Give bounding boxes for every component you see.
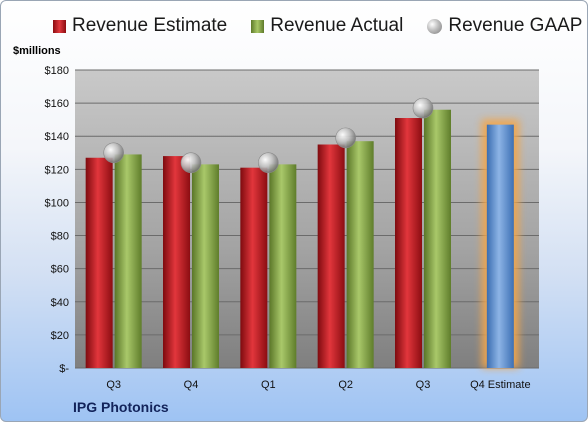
legend-item-actual: Revenue Actual (251, 15, 403, 37)
x-tick-label: Q3 (416, 379, 431, 391)
y-tick-label: $180 (45, 65, 69, 77)
bar-q4-estimate (486, 124, 514, 368)
y-axis-label: $millions (13, 45, 61, 57)
legend-item-gaap: Revenue GAAP (427, 15, 582, 37)
x-tick-label: Q2 (338, 379, 353, 391)
y-tick-label: $120 (45, 164, 69, 176)
bar-revenue-actual (269, 164, 297, 368)
legend-swatch-gaap (427, 18, 443, 34)
legend-label-estimate: Revenue Estimate (72, 15, 228, 36)
bar-revenue-estimate (85, 157, 113, 368)
legend-label-gaap: Revenue GAAP (448, 15, 583, 36)
bar-revenue-actual (346, 141, 374, 368)
y-tick-label: $140 (45, 131, 69, 143)
x-tick-label: Q4 (184, 379, 199, 391)
y-tick-label: $40 (51, 297, 69, 309)
bar-revenue-estimate (163, 156, 190, 368)
point-revenue-gaap (412, 97, 434, 119)
x-axis-ticks: Q3 Q4 Q1 Q2 Q3 Q4 Estimate (106, 379, 530, 391)
bar-revenue-actual (192, 164, 219, 368)
bar-revenue-estimate (317, 144, 345, 368)
x-tick-label: Q4 Estimate (470, 379, 531, 391)
y-tick-label: $60 (51, 264, 69, 276)
company-name: IPG Photonics (73, 399, 169, 415)
grid-lines (75, 69, 539, 369)
bars (85, 97, 519, 368)
bar-revenue-estimate (395, 118, 422, 368)
y-tick-label: $80 (51, 231, 69, 243)
legend-swatch-actual (251, 19, 265, 33)
plot-area (75, 70, 539, 368)
bar-revenue-actual (424, 109, 451, 368)
y-tick-label: $- (59, 363, 69, 375)
y-tick-label: $20 (51, 330, 69, 342)
x-tick-label: Q1 (261, 379, 276, 391)
bar-revenue-actual (114, 154, 142, 368)
point-revenue-gaap (103, 142, 124, 164)
y-tick-label: $160 (45, 98, 69, 110)
legend: Revenue Estimate Revenue Actual Revenue … (53, 15, 582, 37)
point-revenue-gaap (335, 127, 356, 149)
y-tick-label: $100 (45, 197, 69, 209)
x-tick-label: Q3 (106, 379, 121, 391)
y-axis-ticks: $- $20 $40 $60 $80 $100 $120 $140 $160 $180 (45, 65, 70, 375)
point-revenue-gaap (258, 152, 279, 174)
point-revenue-gaap (180, 152, 202, 174)
legend-swatch-estimate (53, 19, 66, 33)
bar-revenue-estimate (240, 167, 268, 368)
legend-item-estimate: Revenue Estimate (53, 15, 227, 37)
legend-label-actual: Revenue Actual (270, 15, 404, 36)
